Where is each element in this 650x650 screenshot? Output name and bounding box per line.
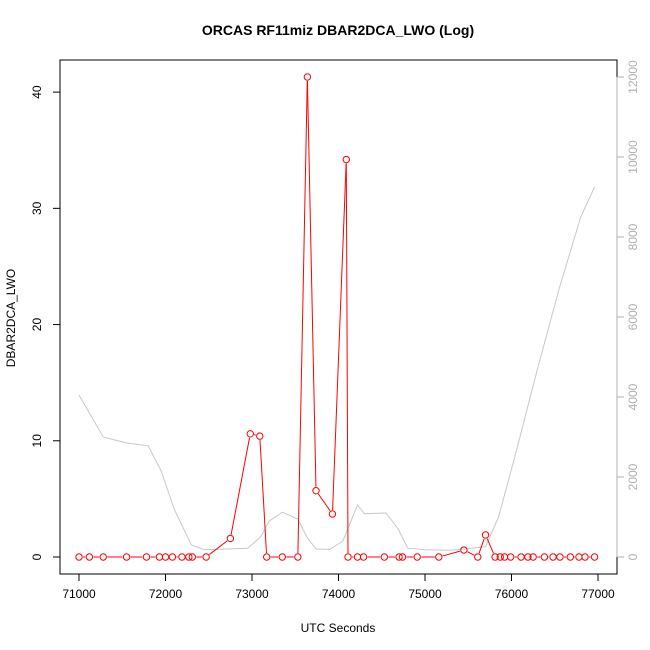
x-tick-label: 72000 xyxy=(149,587,183,601)
data-point xyxy=(575,553,583,561)
series-segment xyxy=(478,538,485,554)
series-segment xyxy=(317,493,331,512)
data-point xyxy=(202,553,210,561)
y2-tick-label: 4000 xyxy=(626,383,640,410)
y-tick-label: 20 xyxy=(30,318,44,332)
x-axis: 71000 72000 73000 74000 75000 76000 77000 xyxy=(62,573,615,601)
series-segment xyxy=(209,540,228,555)
data-point xyxy=(556,553,564,561)
data-point xyxy=(566,553,575,561)
x-tick-label: 75000 xyxy=(408,587,442,601)
data-point xyxy=(474,553,482,561)
data-point xyxy=(303,73,312,81)
series-segment xyxy=(442,550,461,557)
series-segment xyxy=(259,440,267,554)
series-segment xyxy=(297,80,308,554)
data-point xyxy=(460,546,468,554)
chart-title: ORCAS RF11miz DBAR2DCA_LWO (Log) xyxy=(202,22,474,38)
data-point xyxy=(294,553,302,561)
data-point xyxy=(312,487,320,495)
y2-tick-label: 0 xyxy=(626,553,640,560)
data-point xyxy=(168,553,177,561)
x-tick-label: 76000 xyxy=(495,587,529,601)
data-point xyxy=(75,553,83,561)
y-tick-label: 10 xyxy=(30,434,44,448)
data-point xyxy=(481,531,490,539)
data-point xyxy=(99,553,107,561)
series-layer xyxy=(75,73,599,561)
y-axis-label: DBAR2DCA_LWO xyxy=(4,269,18,367)
data-point xyxy=(353,553,362,561)
data-point xyxy=(413,553,421,561)
series-segment xyxy=(332,163,347,511)
y-tick-label: 40 xyxy=(30,85,44,99)
data-point xyxy=(344,553,352,561)
plot-frame xyxy=(59,59,618,575)
data-point xyxy=(506,553,515,561)
data-point xyxy=(122,553,131,561)
data-point xyxy=(524,553,532,561)
y2-tick-label: 6000 xyxy=(626,303,640,330)
data-point xyxy=(549,553,557,561)
series-segment xyxy=(345,163,349,554)
data-point xyxy=(395,553,403,561)
data-point xyxy=(500,553,509,561)
x-tick-label: 74000 xyxy=(322,587,356,601)
data-point xyxy=(581,553,589,561)
series-segment xyxy=(306,80,317,487)
data-point xyxy=(540,553,549,561)
data-point xyxy=(155,553,164,561)
data-point xyxy=(328,510,337,518)
data-point xyxy=(491,553,499,561)
data-point xyxy=(435,553,443,561)
y-tick-label: 0 xyxy=(30,553,44,560)
series-line-secondary xyxy=(78,186,595,551)
data-point xyxy=(380,553,389,561)
y2-axis: 0 2000 4000 6000 8000 10000 12000 xyxy=(616,60,640,560)
y2-tick-label: 12000 xyxy=(626,60,640,94)
data-point xyxy=(359,553,368,561)
series-segment xyxy=(486,538,494,554)
data-point xyxy=(263,553,271,561)
data-point xyxy=(278,553,286,561)
data-point xyxy=(517,553,525,561)
series-segment xyxy=(230,437,251,535)
data-point xyxy=(342,155,350,164)
data-point xyxy=(529,553,537,561)
x-tick-label: 77000 xyxy=(581,587,615,601)
data-point xyxy=(246,430,254,438)
data-point xyxy=(226,534,235,543)
y-tick-label: 30 xyxy=(30,201,44,215)
y2-tick-label: 8000 xyxy=(626,223,640,250)
data-point xyxy=(398,553,407,561)
x-axis-label: UTC Seconds xyxy=(301,621,376,635)
data-point xyxy=(188,553,197,561)
data-point xyxy=(185,553,193,561)
x-tick-label: 73000 xyxy=(235,587,269,601)
data-point xyxy=(496,553,504,561)
data-point xyxy=(142,553,151,561)
data-point xyxy=(256,432,264,440)
y-axis: 0 10 20 30 40 xyxy=(30,85,61,560)
series-segment xyxy=(467,551,475,556)
data-point xyxy=(161,553,170,561)
x-tick-label: 71000 xyxy=(62,587,96,601)
data-point xyxy=(178,553,186,561)
data-point xyxy=(85,553,94,561)
data-point xyxy=(590,553,599,561)
y2-tick-label: 2000 xyxy=(626,463,640,490)
y2-tick-label: 10000 xyxy=(626,140,640,174)
